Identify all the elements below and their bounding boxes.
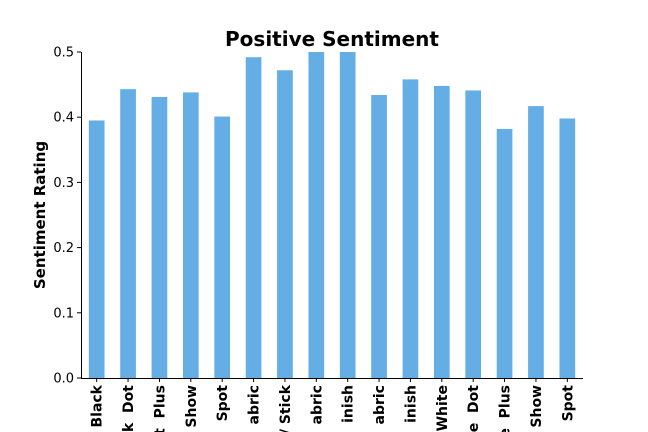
y-tick-label-0: 0.0 bbox=[53, 372, 74, 387]
chart-title: Positive Sentiment bbox=[225, 27, 439, 51]
x-tick-label-7: abric bbox=[309, 385, 325, 424]
bar-2 bbox=[151, 96, 168, 379]
bar-7 bbox=[308, 52, 325, 378]
bar-11 bbox=[433, 85, 450, 379]
x-ticks-group: Black k Dot t Plus Show Spot abric / Stick abri… bbox=[90, 378, 576, 432]
x-tick-label-9: abric bbox=[372, 385, 388, 424]
x-tick-label-12: e Dot bbox=[466, 385, 482, 432]
bar-10 bbox=[402, 79, 419, 378]
y-axis-label: Sentiment Rating bbox=[31, 141, 49, 289]
y-tick-label-2: 0.2 bbox=[53, 241, 74, 256]
bar-13 bbox=[496, 128, 513, 378]
y-ticks-group: 0.0 0.1 0.2 0.3 0.4 0.5 bbox=[53, 46, 81, 387]
x-tick-label-11: White bbox=[435, 385, 451, 431]
x-tick-label-6: / Stick bbox=[278, 384, 294, 432]
bar-9 bbox=[371, 95, 387, 378]
x-tick-label-0: Black bbox=[90, 384, 106, 427]
x-tick-label-10: inish bbox=[403, 385, 419, 423]
x-tick-label-5: abric bbox=[247, 385, 263, 424]
y-tick-label-1: 0.1 bbox=[53, 306, 74, 321]
y-tick-label-3: 0.3 bbox=[53, 176, 74, 191]
x-tick-label-13: e Plus bbox=[498, 385, 514, 432]
bar-3 bbox=[182, 92, 199, 379]
bar-14 bbox=[528, 106, 544, 379]
bar-5 bbox=[245, 57, 262, 378]
y-tick-label-5: 0.5 bbox=[53, 46, 74, 61]
bar-8 bbox=[339, 52, 356, 378]
x-tick-label-14: Show bbox=[529, 385, 545, 428]
x-tick-label-3: Show bbox=[184, 385, 200, 428]
x-tick-label-8: inish bbox=[341, 385, 357, 423]
bar-4 bbox=[214, 116, 231, 379]
bar-12 bbox=[465, 90, 482, 378]
x-tick-label-2: t Plus bbox=[152, 385, 168, 432]
bar-1 bbox=[120, 89, 136, 378]
bar-6 bbox=[277, 70, 293, 378]
x-tick-label-1: k Dot bbox=[121, 385, 137, 432]
x-tick-label-15: Spot bbox=[560, 385, 576, 422]
bar-0 bbox=[88, 120, 105, 379]
bars-group bbox=[88, 52, 576, 379]
x-tick-label-4: Spot bbox=[215, 385, 231, 422]
y-tick-label-4: 0.4 bbox=[53, 111, 74, 126]
bar-15 bbox=[559, 118, 576, 378]
